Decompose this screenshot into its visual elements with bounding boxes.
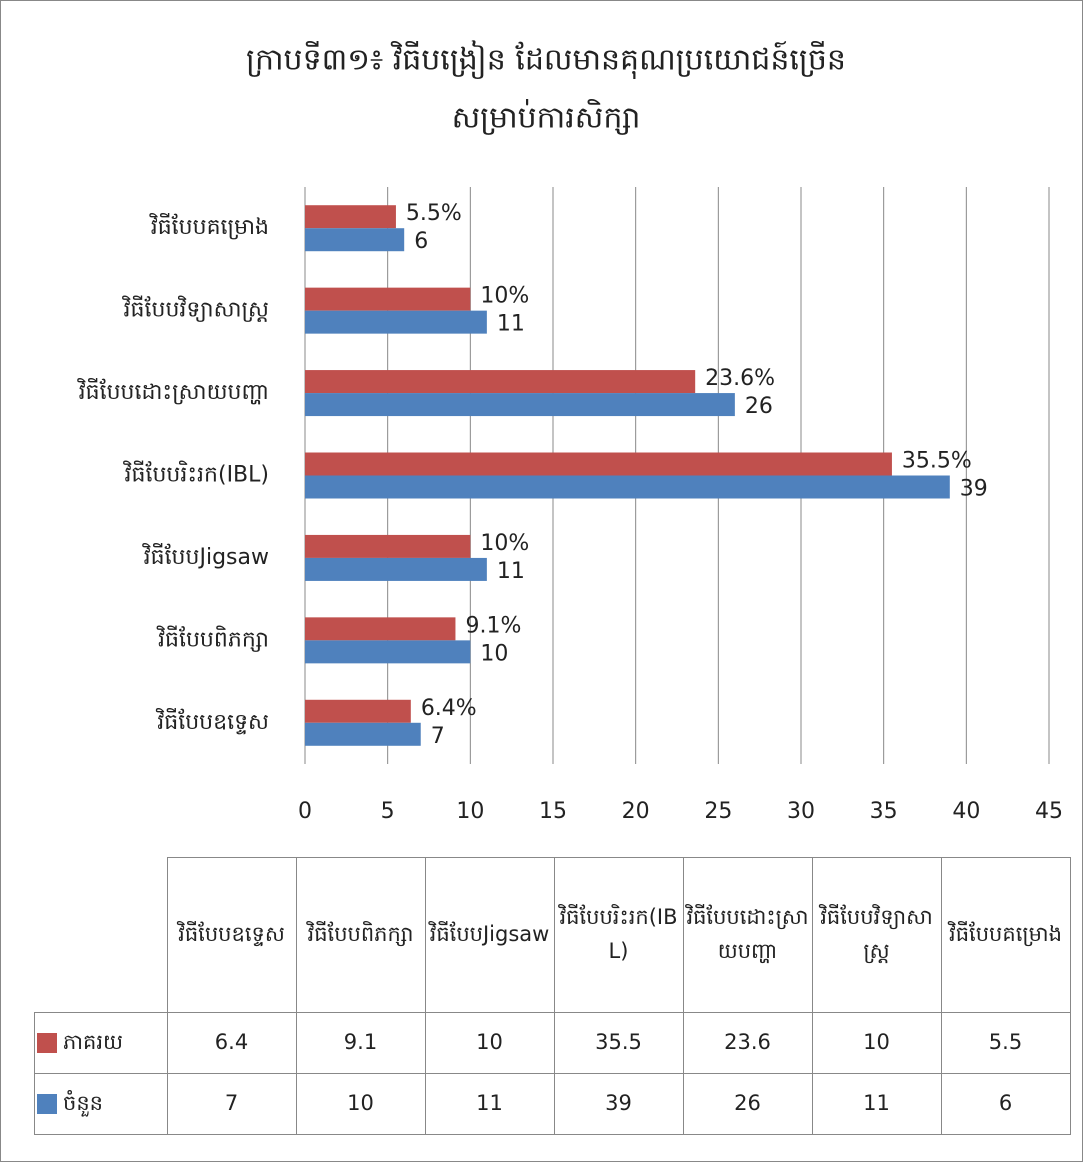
bar [305, 287, 471, 311]
data-label: 39 [960, 477, 988, 502]
bar [305, 699, 411, 723]
x-tick-label: 45 [1035, 799, 1063, 824]
table-row-header: ចំនួន [34, 1073, 168, 1135]
y-tick-label: វិធីបែបJigsaw [142, 543, 269, 570]
bar [305, 310, 487, 334]
table-cell: 11 [424, 1073, 555, 1135]
data-label: 11 [497, 312, 525, 337]
data-label: 10% [480, 284, 529, 309]
x-tick-label: 30 [787, 799, 815, 824]
table-cell: 23.6 [682, 1012, 813, 1074]
bar [305, 393, 735, 417]
chart-title: សម្រាប់ការសិក្សា [452, 99, 641, 136]
y-tick-label: វិធីបែបរិះរក(IBL) [123, 461, 269, 488]
table-cell: 26 [682, 1073, 813, 1135]
table-cell: 35.5 [553, 1012, 684, 1074]
legend-swatch [37, 1094, 57, 1115]
table-cell: 11 [811, 1073, 942, 1135]
bar [305, 228, 405, 252]
x-tick-label: 20 [622, 799, 650, 824]
data-label: 35.5% [902, 449, 972, 474]
chart: ក្រាបទី៣១៖ វិធីបង្រៀន ដែលមានគុណប្រយោជន៍ច… [77, 40, 1063, 825]
y-tick-label: វិធីបែបវិទ្យាសាស្ត្រ [122, 296, 269, 323]
table-header-cell: វិធីបែបដោះស្រាយបញ្ហា [682, 857, 813, 1013]
data-label: 9.1% [465, 613, 521, 638]
table-cell: 10 [295, 1073, 426, 1135]
table-header-cell: វិធីបែបឧទ្ទេស [166, 857, 297, 1013]
bar [305, 205, 396, 229]
table-cell: 9.1 [295, 1012, 426, 1074]
x-tick-label: 5 [381, 799, 395, 824]
table-cell: 5.5 [940, 1012, 1071, 1074]
data-label: 11 [497, 559, 525, 584]
legend-label: ភាគរយ [63, 1030, 123, 1055]
y-tick-label: វិធីបែបគម្រោង [149, 213, 269, 240]
bar [305, 722, 421, 746]
table-corner [34, 857, 168, 1013]
bar [305, 534, 471, 558]
table-row-header: ភាគរយ [34, 1012, 168, 1074]
x-tick-label: 0 [298, 799, 312, 824]
table-header-cell: វិធីបែបវិទ្យាសាស្ត្រ [811, 857, 942, 1013]
bar [305, 640, 471, 664]
x-tick-label: 15 [539, 799, 567, 824]
chart-title: ក្រាបទី៣១៖ វិធីបង្រៀន ដែលមានគុណប្រយោជន៍ច… [246, 40, 846, 80]
x-tick-label: 35 [870, 799, 898, 824]
data-label: 10 [480, 641, 508, 666]
table-cell: 10 [811, 1012, 942, 1074]
table-header-cell: វិធីបែបរិះរក(IBL) [553, 857, 684, 1013]
x-tick-label: 25 [704, 799, 732, 824]
data-label: 5.5% [406, 201, 462, 226]
legend-label: ចំនួន [63, 1091, 103, 1116]
legend-swatch [37, 1033, 57, 1054]
x-tick-label: 10 [456, 799, 484, 824]
bar [305, 370, 696, 394]
y-tick-label: វិធីបែបពិភក្សា [156, 625, 269, 652]
table-header-cell: វិធីបែបពិភក្សា [295, 857, 426, 1013]
bar [305, 617, 456, 641]
x-tick-label: 40 [952, 799, 980, 824]
table-header-cell: វិធីបែបគម្រោង [940, 857, 1071, 1013]
data-label: 10% [480, 531, 529, 556]
data-label: 26 [745, 394, 773, 419]
table-header-row: វិធីបែបឧទ្ទេស វិធីបែបពិភក្សា វិធីបែបJigsaw… [34, 857, 1071, 1013]
bar [305, 475, 950, 499]
data-label: 23.6% [705, 366, 775, 391]
y-tick-label: វិធីបែបឧទ្ទេស [155, 708, 269, 735]
bar [305, 452, 892, 476]
table-cell: 39 [553, 1073, 684, 1135]
table-cell: 6.4 [166, 1012, 297, 1074]
table-cell: 6 [940, 1073, 1071, 1135]
table-cell: 10 [424, 1012, 555, 1074]
data-table: វិធីបែបឧទ្ទេស វិធីបែបពិភក្សា វិធីបែបJigsaw… [34, 857, 1071, 1135]
data-label: 6.4% [421, 696, 477, 721]
bar [305, 557, 487, 581]
data-label: 6 [414, 229, 428, 254]
data-label: 7 [431, 724, 445, 749]
table-header-cell: វិធីបែបJigsaw [424, 857, 555, 1013]
table-cell: 7 [166, 1073, 297, 1135]
y-tick-label: វិធីបែបដោះស្រាយបញ្ហា [77, 378, 269, 405]
table-row: ចំនួន 7 10 11 39 26 11 6 [34, 1073, 1071, 1135]
table-row: ភាគរយ 6.4 9.1 10 35.5 23.6 10 5.5 [34, 1012, 1071, 1074]
